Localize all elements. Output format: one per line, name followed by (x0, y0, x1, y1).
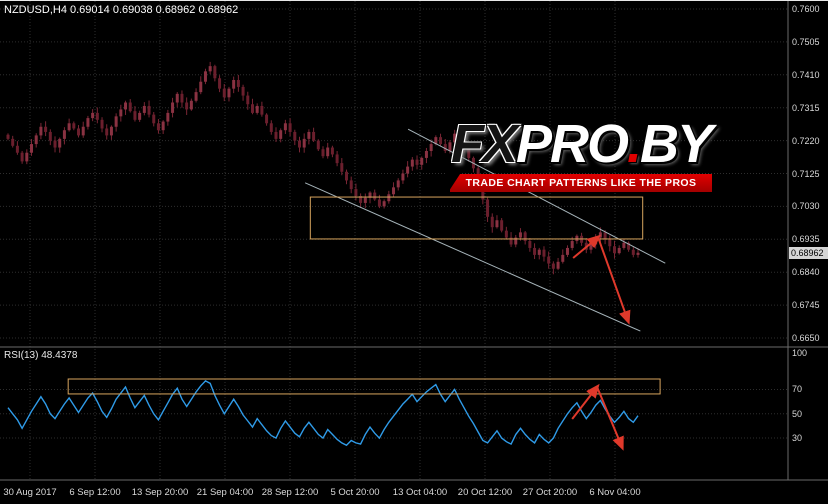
price-axis-label: 0.7505 (792, 36, 820, 47)
time-axis-label: 6 Nov 04:00 (589, 487, 641, 498)
trendline[interactable] (304, 182, 641, 332)
rsi-axis-label: 70 (792, 384, 803, 395)
price-axis: 0.7600 0.7505 0.7410 0.7315 0.7220 0.7125 0.70… (790, 1, 828, 504)
price-axis-label: 0.6840 (792, 267, 820, 278)
forecast-arrow[interactable] (597, 236, 631, 325)
price-axis-label: 0.7410 (792, 69, 820, 80)
logo-pro-text: PRO (515, 114, 629, 174)
pattern-box[interactable] (309, 196, 644, 240)
time-axis-label: 20 Oct 12:00 (457, 487, 513, 498)
current-price-tag: 0.68962 (789, 246, 828, 259)
logo-dot-text: . (627, 114, 642, 174)
rsi-axis-label: 30 (792, 433, 803, 444)
rsi-line (7, 380, 639, 447)
price-axis-label: 0.6745 (792, 300, 820, 311)
logo-by-text: BY (640, 114, 713, 174)
logo-fx-text: FX (450, 114, 518, 174)
price-axis-label: 0.7125 (792, 168, 820, 179)
trendline[interactable] (407, 128, 666, 264)
rsi-indicator-readout: RSI(13) 48.4378 (4, 350, 78, 361)
time-axis-label: 6 Sep 12:00 (69, 487, 121, 498)
time-axis-label: 28 Sep 12:00 (261, 487, 319, 498)
grid-lines (0, 1, 788, 480)
price-axis-label: 0.7315 (792, 102, 820, 113)
rsi-axis-label: 50 (792, 408, 803, 419)
price-axis-label: 0.7030 (792, 201, 820, 212)
brand-tagline-text: TRADE CHART PATTERNS LIKE THE PROS (465, 177, 697, 189)
price-axis-label: 0.6650 (792, 333, 820, 343)
price-axis-label: 0.7220 (792, 135, 820, 146)
symbol-ohlc-readout: NZDUSD,H4 0.69014 0.69038 0.68962 0.6896… (4, 4, 239, 16)
time-axis-label: 30 Aug 2017 (3, 487, 57, 498)
pennant-icon (447, 171, 462, 194)
price-axis-label: 0.7600 (792, 4, 820, 14)
rsi-forecast-arrow[interactable] (571, 383, 600, 420)
time-axis-label: 27 Oct 20:00 (522, 487, 578, 498)
rsi-axis: 100 70 50 30 (790, 1, 828, 504)
rsi-forecast-arrow[interactable] (596, 386, 624, 451)
time-axis-label: 21 Sep 04:00 (196, 487, 254, 498)
price-axis-label: 0.6935 (792, 234, 820, 245)
time-axis-label: 13 Oct 04:00 (392, 487, 448, 498)
brand-logo: FXPRO.BY (450, 114, 713, 174)
time-axis: 30 Aug 2017 6 Sep 12:00 13 Sep 20:00 21 Sep… (0, 487, 788, 503)
brand-tagline-banner: TRADE CHART PATTERNS LIKE THE PROS (447, 171, 712, 194)
forecast-arrow[interactable] (572, 234, 602, 259)
rsi-axis-label: 100 (792, 348, 808, 358)
brand-watermark: FXPRO.BY TRADE CHART PATTERNS LIKE THE P… (447, 114, 713, 194)
rsi-zone-box[interactable] (67, 378, 661, 395)
time-axis-label: 13 Sep 20:00 (131, 487, 189, 498)
time-axis-label: 5 Oct 20:00 (330, 487, 380, 498)
